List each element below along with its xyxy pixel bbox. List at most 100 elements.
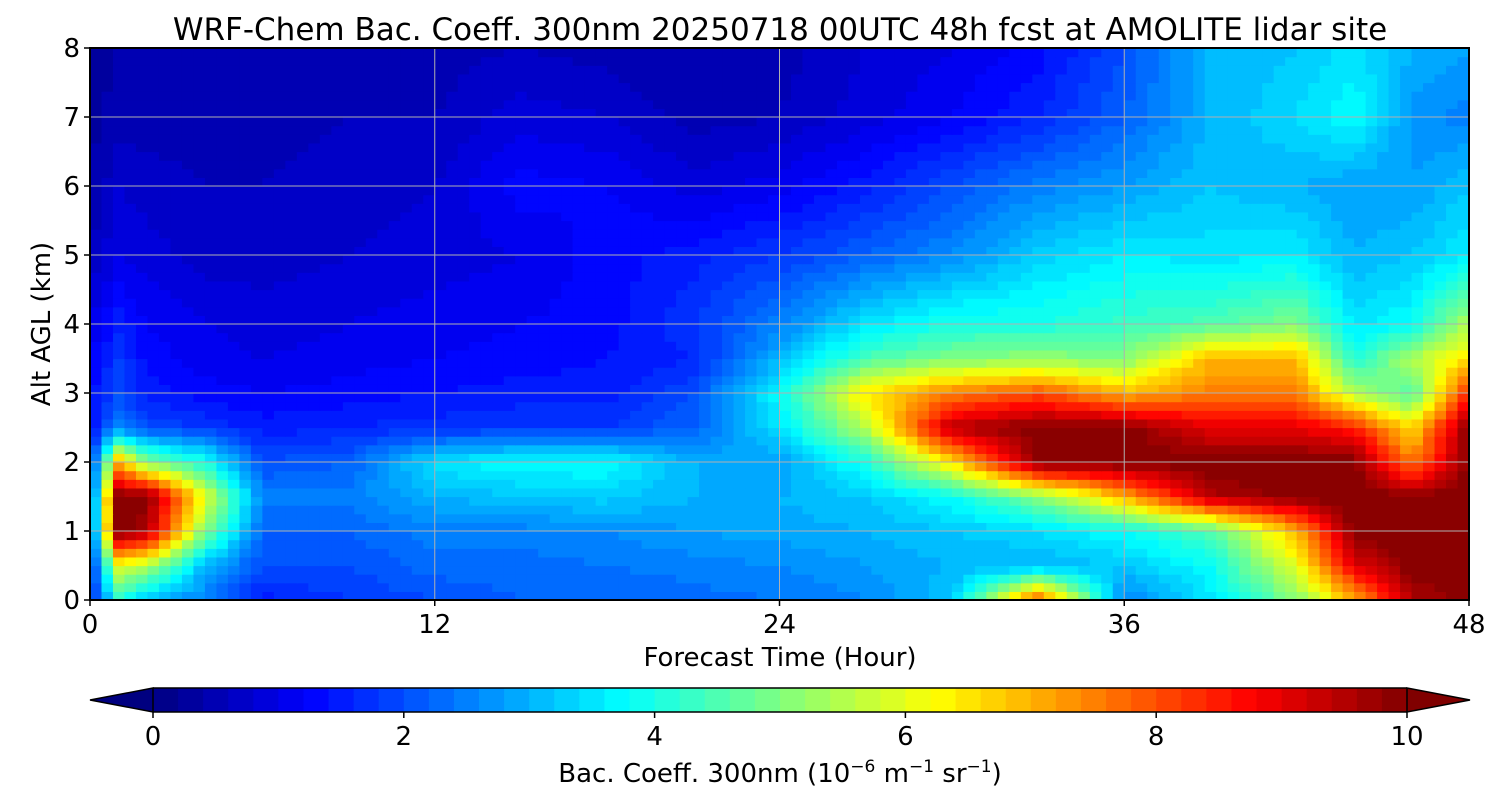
heatmap-cell bbox=[1342, 496, 1355, 506]
heatmap-cell bbox=[951, 574, 964, 584]
heatmap-cell bbox=[595, 582, 608, 592]
heatmap-cell bbox=[1319, 496, 1332, 506]
heatmap-cell bbox=[676, 246, 689, 256]
heatmap-cell bbox=[250, 574, 263, 584]
heatmap-cell bbox=[641, 246, 654, 256]
heatmap-cell bbox=[250, 427, 263, 437]
heatmap-cell bbox=[181, 556, 195, 567]
heatmap-cell bbox=[618, 591, 631, 600]
heatmap-cell bbox=[1423, 479, 1436, 489]
heatmap-cell bbox=[1009, 531, 1022, 541]
heatmap-cell bbox=[618, 280, 631, 291]
heatmap-cell bbox=[1020, 565, 1033, 575]
heatmap-cell bbox=[1078, 531, 1091, 541]
heatmap-cell bbox=[825, 401, 838, 411]
heatmap-cell bbox=[917, 384, 930, 394]
heatmap-cell bbox=[1285, 427, 1298, 437]
heatmap-cell bbox=[1020, 453, 1033, 463]
heatmap-cell bbox=[1273, 582, 1286, 592]
heatmap-cell bbox=[1181, 565, 1194, 575]
heatmap-cell bbox=[1446, 582, 1459, 592]
heatmap-cell bbox=[882, 255, 896, 265]
heatmap-cell bbox=[1262, 487, 1275, 498]
heatmap-cell bbox=[745, 436, 758, 446]
heatmap-cell bbox=[239, 401, 252, 411]
heatmap-cell bbox=[273, 479, 286, 489]
heatmap-cell bbox=[871, 505, 884, 515]
heatmap-cell bbox=[630, 513, 643, 523]
heatmap-cell bbox=[262, 255, 275, 265]
heatmap-cell bbox=[687, 444, 700, 454]
heatmap-cell bbox=[618, 237, 631, 247]
heatmap-cell bbox=[1296, 462, 1309, 472]
heatmap-cell bbox=[836, 375, 850, 385]
heatmap-cell bbox=[676, 384, 689, 394]
heatmap-cell bbox=[584, 505, 597, 515]
heatmap-cell bbox=[170, 306, 183, 316]
heatmap-cell bbox=[1170, 246, 1183, 256]
heatmap-cell bbox=[1055, 246, 1068, 256]
heatmap-cell bbox=[423, 401, 436, 411]
heatmap-cell bbox=[296, 427, 309, 437]
heatmap-cell bbox=[273, 246, 286, 256]
heatmap-cell bbox=[1285, 556, 1298, 567]
heatmap-cell bbox=[1043, 246, 1056, 256]
heatmap-cell bbox=[158, 324, 172, 334]
heatmap-cell bbox=[928, 410, 941, 420]
heatmap-cell bbox=[1423, 565, 1436, 575]
heatmap-cell bbox=[1319, 367, 1332, 377]
heatmap-cell bbox=[1239, 315, 1252, 325]
heatmap-cell bbox=[319, 462, 332, 472]
heatmap-cell bbox=[124, 591, 137, 600]
heatmap-cell bbox=[940, 574, 953, 584]
heatmap-cell bbox=[595, 324, 608, 334]
heatmap-cell bbox=[676, 401, 689, 411]
heatmap-cell bbox=[457, 280, 470, 291]
heatmap-cell bbox=[1009, 591, 1022, 600]
heatmap-cell bbox=[331, 280, 344, 291]
heatmap-cell bbox=[687, 436, 700, 446]
heatmap-cell bbox=[1262, 513, 1275, 523]
heatmap-cell bbox=[997, 272, 1010, 282]
heatmap-cell bbox=[193, 393, 206, 403]
heatmap-cell bbox=[411, 582, 424, 592]
heatmap-cell bbox=[699, 479, 712, 489]
heatmap-cell bbox=[135, 289, 149, 299]
heatmap-cell bbox=[676, 349, 689, 360]
heatmap-cell bbox=[342, 556, 355, 567]
heatmap-cell bbox=[1446, 384, 1459, 394]
heatmap-cell bbox=[825, 591, 838, 600]
heatmap-cell bbox=[1101, 263, 1114, 273]
heatmap-cell bbox=[997, 470, 1010, 480]
heatmap-cell bbox=[193, 444, 206, 454]
heatmap-cell bbox=[411, 531, 424, 541]
heatmap-cell bbox=[1331, 401, 1344, 411]
heatmap-cell bbox=[595, 289, 608, 299]
heatmap-cell bbox=[90, 427, 103, 437]
heatmap-cell bbox=[204, 444, 218, 454]
heatmap-cell bbox=[572, 462, 585, 472]
heatmap-cell bbox=[1227, 505, 1240, 515]
heatmap-cell bbox=[1342, 384, 1355, 394]
heatmap-cell bbox=[664, 315, 677, 325]
heatmap-cell bbox=[147, 401, 160, 411]
heatmap-cell bbox=[768, 237, 781, 247]
heatmap-cell bbox=[710, 341, 723, 351]
heatmap-cell bbox=[515, 324, 528, 334]
heatmap-cell bbox=[1434, 332, 1447, 342]
heatmap-cell bbox=[641, 306, 654, 316]
heatmap-cell bbox=[1124, 574, 1137, 584]
heatmap-cell bbox=[1262, 427, 1275, 437]
heatmap-cell bbox=[607, 332, 620, 342]
heatmap-cell bbox=[124, 289, 137, 299]
heatmap-cell bbox=[492, 582, 505, 592]
heatmap-cell bbox=[411, 462, 424, 472]
heatmap-cell bbox=[790, 513, 804, 523]
heatmap-cell bbox=[871, 539, 884, 549]
heatmap-cell bbox=[882, 453, 896, 463]
heatmap-cell bbox=[630, 255, 643, 265]
heatmap-cell bbox=[1066, 410, 1079, 420]
heatmap-cell bbox=[135, 582, 149, 592]
heatmap-cell bbox=[756, 393, 769, 403]
heatmap-cell bbox=[790, 444, 804, 454]
